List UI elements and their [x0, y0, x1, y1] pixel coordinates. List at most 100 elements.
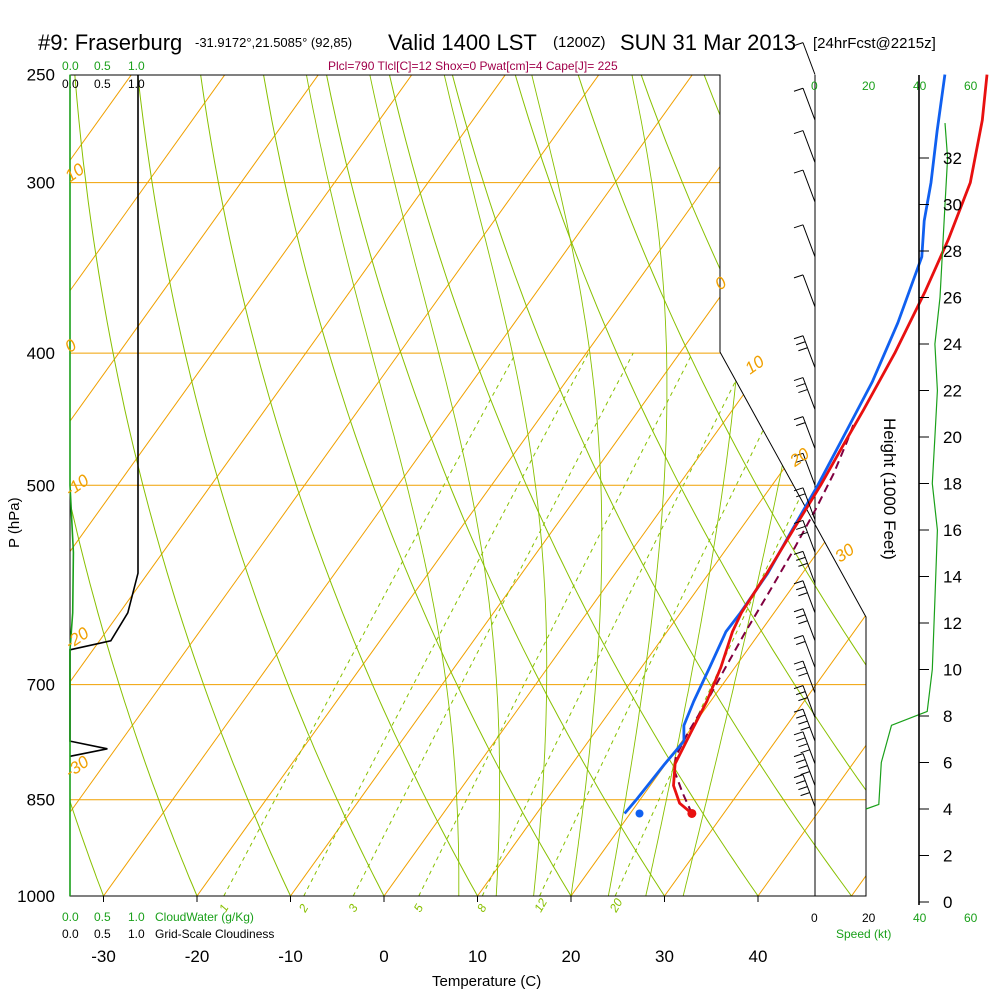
wind-barb-flag [793, 87, 804, 92]
wind-barb-flag [798, 672, 808, 677]
forecast-run: [24hrFcst@2215z] [813, 35, 936, 52]
temperature-tick-label: 10 [468, 947, 487, 966]
mixing-ratio-line [418, 352, 693, 896]
height-tick-label: 32 [943, 149, 962, 168]
cloudiness-scale-bottom: 0.5 [94, 927, 111, 941]
wind-barb-flag [793, 519, 804, 524]
pressure-tick-label: 1000 [17, 887, 55, 906]
wind-barb-flag [798, 720, 808, 725]
surface-dewpoint-dot [635, 809, 644, 818]
wind-barb-flag [796, 341, 806, 346]
wind-barb-flag [793, 635, 804, 639]
wind-barb-flag [798, 347, 808, 352]
isotherm-line [70, 75, 600, 896]
isotherm-label: -20 [61, 623, 92, 653]
wind-barb-flag [796, 691, 806, 696]
isotherm-label: 10 [741, 351, 768, 378]
height-tick-label: 26 [943, 289, 962, 308]
dry-adiabat-line [200, 75, 478, 896]
wind-barb-flag [798, 786, 808, 791]
wind-barb-flag [798, 620, 808, 625]
temperature-tick-label: 40 [749, 947, 768, 966]
pressure-ticks: 250 300 400 500 700 850 1000 [17, 66, 55, 906]
dry-adiabat-line [263, 75, 572, 896]
wind-barb-flag [793, 130, 804, 135]
wind-barb-flag [796, 780, 806, 785]
sounding-series [623, 74, 989, 818]
pressure-tick-label: 500 [27, 476, 55, 495]
wind-barb-staff [802, 608, 816, 641]
forecast-date: SUN 31 Mar 2013 [620, 30, 796, 55]
wind-barb-flag [793, 224, 804, 229]
parcel-trace [673, 422, 856, 814]
cloudiness-label: Grid-Scale Cloudiness [155, 927, 274, 941]
cloud-water-scale-top: 1.0 [128, 59, 145, 73]
wind-barb-flag [793, 580, 804, 585]
wind-barb-staff [802, 224, 816, 257]
wind-barb-flag [796, 586, 806, 591]
wind-barb-flag [798, 765, 808, 770]
dry-adiabat-line [74, 75, 291, 896]
wind-barb-staff [802, 708, 816, 742]
pressure-tick-label: 300 [27, 174, 55, 193]
cloudiness-scale-bottom: 0.0 [62, 927, 79, 941]
mixing-ratio-line [352, 352, 634, 896]
y-axis-label: P (hPa) [6, 497, 23, 548]
pressure-tick-label: 700 [27, 676, 55, 695]
wind-barb-flag [796, 666, 806, 671]
wind-barb-staff [802, 520, 816, 553]
cloud-water-scale-top: 0.0 [62, 59, 79, 73]
wind-barb-flag [798, 592, 808, 597]
wind-barb-flag [798, 562, 808, 567]
wind-speed-tick-top: 40 [913, 79, 927, 93]
station-coords: -31.9172°,21.5085° (92,85) [195, 35, 352, 50]
height-tick-label: 30 [943, 196, 962, 215]
wind-barb-flag [800, 726, 810, 731]
temperature-tick-label: 0 [379, 947, 388, 966]
valid-time: Valid 1400 LST [388, 30, 537, 55]
wind-barb-flag [793, 753, 804, 758]
wind-barb-staff [802, 580, 816, 613]
cloudwater-label: CloudWater (g/Kg) [155, 910, 254, 924]
wind-barb-flag [798, 697, 808, 702]
wind-barb-flag [793, 42, 804, 47]
temperature-ticks: -30 -20 -10 0 10 20 30 40 [91, 896, 767, 966]
station-title: #9: Fraserburg [38, 30, 182, 55]
utc-time: (1200Z) [553, 34, 606, 51]
cloudiness-scale-top: 1.0 [128, 77, 145, 91]
wind-barb-staff [802, 274, 816, 308]
isotherm-label: 10 [61, 159, 88, 186]
wind-barb-staff [802, 551, 816, 584]
wind-barb-staff [802, 169, 816, 203]
dry-adiabat-line [70, 75, 104, 896]
height-tick-label: 18 [943, 475, 962, 494]
wind-barb-flag [796, 422, 806, 427]
wind-speed-tick-bottom: 0 [811, 911, 818, 925]
cloud-water-line [69, 74, 75, 896]
wind-barb-flag [798, 743, 808, 748]
wind-barb-flag [793, 274, 804, 279]
wind-barb-staff [802, 453, 816, 486]
wind-speed-tick-bottom: 40 [913, 911, 927, 925]
mixing-ratio-label: 20 [606, 896, 625, 916]
dry-adiabat-line [326, 75, 665, 896]
isotherm-line [103, 75, 693, 896]
dry-adiabat-line [829, 75, 866, 896]
wind-barbs: 00202040406060 [793, 42, 978, 925]
wind-barb-staff [802, 685, 816, 718]
isotherm-label: 0 [711, 273, 730, 294]
dry-adiabat-line [956, 75, 1000, 896]
isotherm-line [70, 75, 226, 896]
wind-barb-flag [793, 774, 804, 779]
temperature-tick-label: -20 [185, 947, 210, 966]
isotherm-line [196, 75, 787, 896]
wind-barb-flag [796, 759, 806, 764]
isotherm-line [664, 75, 866, 896]
cloud-water-scale-bottom: 0.0 [62, 910, 79, 924]
wind-barb-flag [796, 383, 806, 388]
pressure-tick-label: 400 [27, 344, 55, 363]
isotherm-line [851, 75, 866, 896]
dry-adiabat-line [514, 75, 866, 896]
wind-barb-staff [802, 753, 816, 786]
